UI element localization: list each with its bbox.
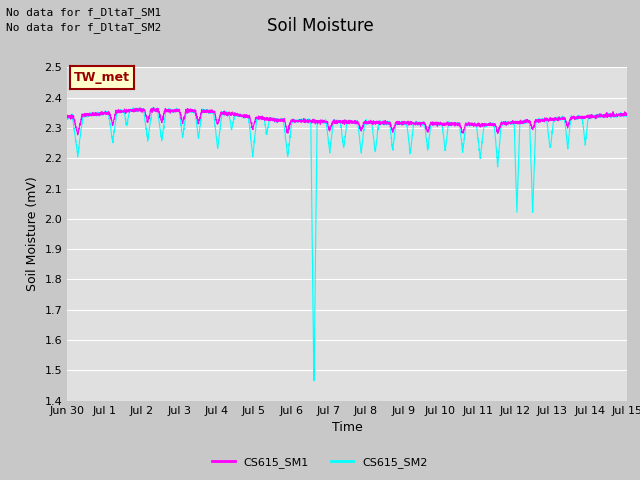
X-axis label: Time: Time xyxy=(332,421,363,434)
Y-axis label: Soil Moisture (mV): Soil Moisture (mV) xyxy=(26,177,39,291)
Legend: CS615_SM1, CS615_SM2: CS615_SM1, CS615_SM2 xyxy=(208,452,432,472)
Text: No data for f_DltaT_SM1: No data for f_DltaT_SM1 xyxy=(6,7,162,18)
Text: Soil Moisture: Soil Moisture xyxy=(267,17,373,35)
Text: No data for f_DltaT_SM2: No data for f_DltaT_SM2 xyxy=(6,22,162,33)
